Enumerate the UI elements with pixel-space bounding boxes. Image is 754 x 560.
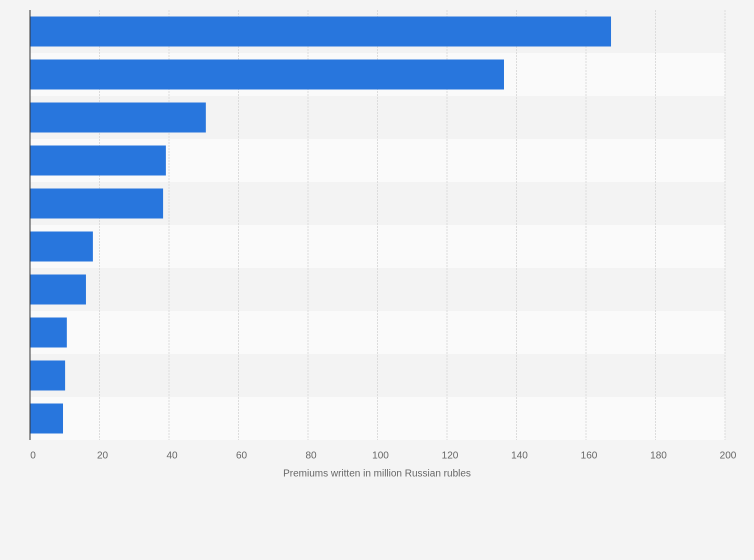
x-tick-label: 140 <box>511 451 528 462</box>
x-tick-label: 180 <box>650 451 667 462</box>
x-axis-label: Premiums written in million Russian rubl… <box>283 469 471 480</box>
x-tick-label: 0 <box>30 451 36 462</box>
x-tick-label: 60 <box>236 451 248 462</box>
row-stripe <box>30 354 725 397</box>
x-tick-label: 80 <box>305 451 317 462</box>
bar <box>30 403 64 434</box>
bar <box>30 188 164 219</box>
x-tick-label: 20 <box>97 451 109 462</box>
bar <box>30 16 612 47</box>
x-tick-label: 200 <box>720 451 737 462</box>
bar <box>30 274 86 305</box>
bar <box>30 360 66 391</box>
x-tick-label: 100 <box>372 451 389 462</box>
x-tick-label: 40 <box>166 451 178 462</box>
bar <box>30 59 504 90</box>
bar <box>30 145 166 176</box>
row-stripe <box>30 225 725 268</box>
x-tick-label: 120 <box>442 451 459 462</box>
bar <box>30 231 93 262</box>
bar <box>30 317 67 348</box>
bar <box>30 102 206 133</box>
x-tick-label: 160 <box>581 451 598 462</box>
